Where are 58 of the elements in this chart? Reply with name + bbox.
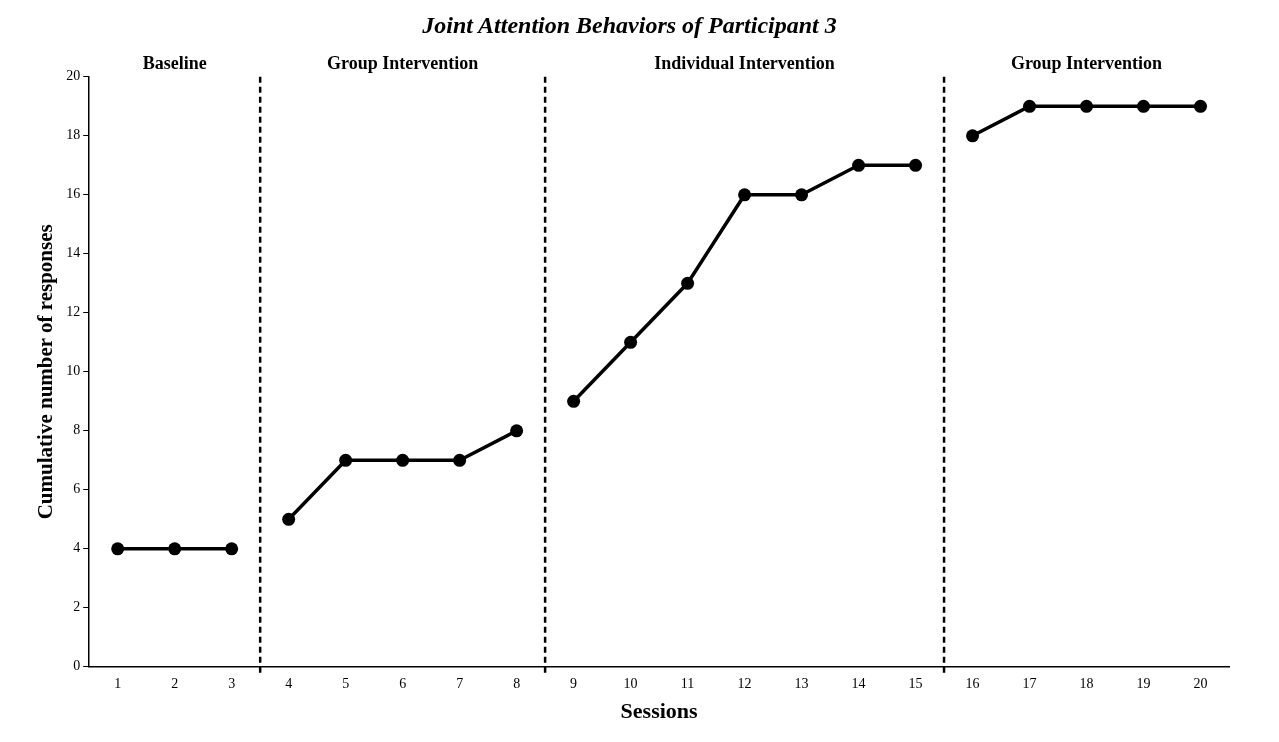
x-tick-label: 10: [623, 675, 638, 691]
x-tick-label: 11: [680, 675, 695, 691]
y-tick-label: 6: [73, 481, 81, 497]
text: Group Intervention: [327, 53, 479, 74]
y-tick-label: 18: [66, 127, 81, 143]
point: [168, 542, 182, 556]
x-tick-label: 15: [908, 675, 923, 691]
y-tick-label: 14: [66, 245, 81, 261]
x-tick-label: 20: [1193, 675, 1208, 691]
point: [453, 453, 467, 467]
point: [681, 276, 695, 290]
point: [1137, 99, 1151, 113]
text: Baseline: [142, 53, 207, 74]
text: Group Intervention: [1010, 53, 1163, 74]
point: [111, 542, 125, 556]
x-tick-label: 3: [228, 675, 236, 691]
y-axis-title: Cumulative number of responses: [33, 224, 58, 520]
point: [339, 453, 353, 467]
x-tick-label: 17: [1022, 675, 1037, 691]
point: [1194, 99, 1208, 113]
x-tick-label: 2: [171, 675, 179, 691]
x-tick-label: 6: [399, 675, 407, 691]
x-tick-label: 7: [456, 675, 464, 691]
point: [282, 512, 296, 526]
y-tick-label: 12: [66, 304, 81, 320]
y-tick-label: 20: [66, 68, 81, 84]
x-tick-label: 12: [737, 675, 752, 691]
y-tick-label: 0: [73, 658, 81, 674]
point: [624, 335, 638, 349]
x-tick-label: 4: [285, 675, 293, 691]
point: [909, 158, 923, 172]
y-tick-label: 10: [66, 363, 81, 379]
y-tick-label: 2: [73, 599, 81, 615]
y-tick-label: 8: [73, 422, 81, 438]
point: [852, 158, 866, 172]
point: [1023, 99, 1037, 113]
point: [795, 188, 809, 202]
x-tick-label: 14: [851, 675, 866, 691]
point: [396, 453, 410, 467]
x-tick-label: 9: [570, 675, 578, 691]
x-tick-label: 5: [342, 675, 350, 691]
point: [966, 129, 980, 143]
y-tick-label: 4: [73, 540, 81, 556]
point: [510, 424, 524, 438]
x-axis-title: Sessions: [620, 698, 699, 724]
x-tick-label: 13: [794, 675, 809, 691]
point: [738, 188, 752, 202]
chart-title: Joint Attention Behaviors of Participant 3: [421, 11, 837, 38]
y-tick-label: 16: [66, 186, 81, 202]
point: [1080, 99, 1094, 113]
point: [567, 394, 581, 408]
x-tick-label: 19: [1136, 675, 1151, 691]
x-tick-label: 16: [965, 675, 980, 691]
text: Individual Intervention: [654, 53, 835, 74]
x-tick-label: 18: [1079, 675, 1094, 691]
point: [225, 542, 239, 556]
x-tick-label: 8: [513, 675, 521, 691]
x-tick-label: 1: [114, 675, 122, 691]
